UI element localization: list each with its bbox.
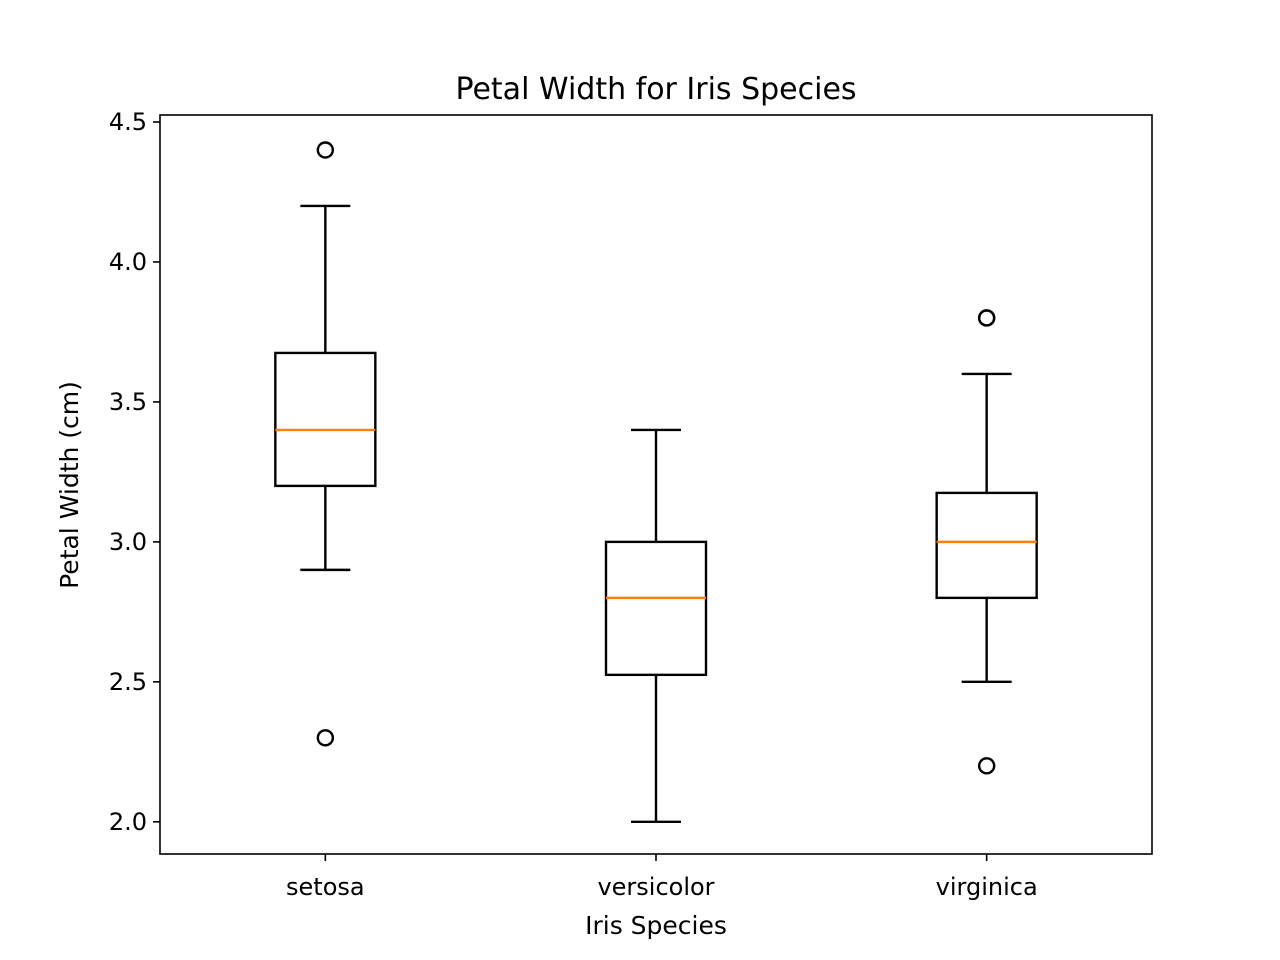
box-setosa bbox=[274, 141, 377, 747]
outlier-point bbox=[316, 141, 335, 159]
y-tick-label: 4.0 bbox=[109, 248, 147, 276]
y-axis-label: Petal Width (cm) bbox=[55, 381, 84, 589]
iqr-box bbox=[274, 351, 377, 488]
outlier-point bbox=[316, 729, 335, 747]
y-tick-label: 3.5 bbox=[109, 388, 147, 416]
chart-title: Petal Width for Iris Species bbox=[455, 72, 856, 107]
y-axis: 2.0 2.5 3.0 3.5 4.0 4.5 bbox=[109, 108, 160, 836]
boxes-group bbox=[274, 141, 1038, 824]
y-tick-label: 2.5 bbox=[109, 668, 147, 696]
y-tick-label: 3.0 bbox=[109, 528, 147, 556]
outlier-point bbox=[977, 309, 996, 327]
y-tick-label: 4.5 bbox=[109, 108, 147, 136]
x-tick-label: versicolor bbox=[597, 873, 714, 901]
box-versicolor bbox=[604, 428, 708, 824]
box-virginica bbox=[935, 309, 1038, 775]
y-tick-label: 2.0 bbox=[109, 808, 147, 836]
iqr-box bbox=[604, 540, 708, 677]
x-axis: setosa versicolor virginica bbox=[286, 854, 1038, 901]
x-tick-label: virginica bbox=[936, 873, 1038, 901]
x-axis-label: Iris Species bbox=[585, 911, 727, 940]
iqr-box bbox=[935, 491, 1038, 600]
outlier-point bbox=[977, 757, 996, 775]
x-tick-label: setosa bbox=[286, 873, 365, 901]
